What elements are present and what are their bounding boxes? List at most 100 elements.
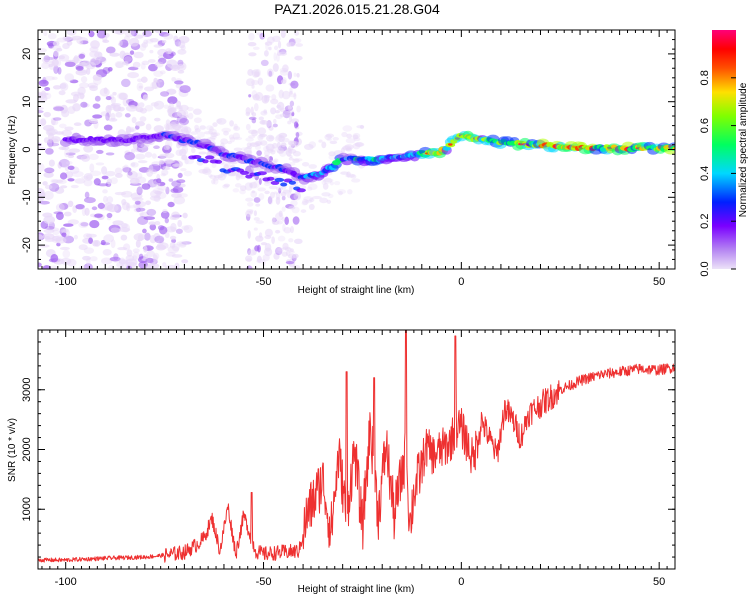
spectrogram-blob [177, 70, 185, 74]
spectrogram-blob [321, 141, 327, 149]
spectrogram-blob [105, 104, 112, 114]
spectrogram-blob [61, 146, 70, 151]
spectrogram-blob [210, 132, 218, 138]
spectrogram-blob [166, 143, 171, 151]
spectrogram-blob [289, 193, 299, 201]
spectrogram-blob [175, 105, 183, 110]
spectrogram-blob [92, 240, 99, 247]
spectrogram-blob [265, 42, 269, 51]
spectrogram-blob [122, 167, 132, 173]
spectrogram-blob [88, 153, 99, 161]
spectrogram-blob [38, 147, 47, 151]
spectrogram-blob [153, 125, 164, 133]
spectrogram-blob [118, 227, 131, 233]
spectrogram-blob [293, 238, 303, 244]
spectrogram-y-tick-label: 0 [21, 146, 33, 152]
spectrogram-blob [58, 123, 67, 129]
spectrogram-blob [135, 176, 147, 184]
spectrogram-blob [148, 63, 158, 72]
spectrogram-blob [92, 103, 101, 109]
snr-y-tick-label: 3000 [21, 378, 33, 402]
spectrogram-blob [42, 181, 48, 186]
spectrogram-blob [329, 181, 335, 186]
spectrogram-blob [154, 30, 164, 34]
colorbar-tick-label: 0.6 [699, 118, 711, 133]
spectrogram-blob [270, 191, 275, 199]
spectrogram-blob [288, 93, 297, 98]
spectrogram-blob [205, 125, 214, 131]
spectrogram-blob [144, 232, 151, 241]
spectrogram-blob [177, 49, 187, 55]
spectrogram-blob [45, 148, 54, 155]
spectrogram-blob [44, 235, 51, 240]
spectrogram-blob [233, 123, 238, 130]
spectrogram-blob [233, 136, 243, 141]
spectrogram-blob [288, 157, 294, 161]
spectrogram-blob [84, 191, 90, 199]
spectrogram-blob [188, 112, 194, 120]
spectrogram-blob [248, 94, 252, 98]
spectrogram-blob [266, 176, 275, 181]
spectrogram-blob [264, 190, 270, 195]
spectrogram-blob [53, 106, 65, 112]
spectrogram-blob [248, 52, 257, 57]
spectrogram-blob [153, 44, 163, 48]
spectrogram-blob [78, 53, 86, 59]
spectrogram-blob [170, 107, 177, 111]
spectrogram-blob [113, 253, 119, 261]
spectrogram-blob [301, 161, 310, 167]
spectrogram-blob [232, 132, 241, 140]
snr-series-line [38, 330, 675, 563]
spectrogram-blob [308, 203, 315, 210]
spectrogram-blob [38, 109, 44, 114]
spectrogram-blob [352, 134, 359, 140]
spectrogram-blob [290, 80, 299, 89]
spectrogram-blob [73, 234, 78, 240]
spectrogram-blob [105, 170, 116, 177]
spectrogram-blob [318, 139, 323, 143]
colorbar-tick-label: 0.0 [699, 261, 711, 276]
spectrogram-blob [143, 254, 149, 260]
spectrogram-blob [69, 79, 79, 84]
spectrogram-blob [135, 107, 144, 113]
spectrogram-blob [64, 126, 74, 131]
spectrogram-blob [326, 137, 333, 142]
spectrogram-blob [257, 134, 264, 141]
spectrogram-blob [202, 168, 212, 175]
spectrogram-blob [260, 140, 268, 146]
spectrogram-x-tick-label: -50 [256, 276, 272, 288]
spectrogram-blob [275, 109, 280, 114]
spectrogram-blob [180, 156, 188, 161]
spectrogram-blob [105, 152, 115, 156]
spectrogram-blob [59, 246, 70, 251]
spectrogram-blob [246, 78, 255, 87]
spectrogram-blob [166, 59, 178, 68]
spectrogram-blob [67, 106, 76, 115]
spectrogram-blob [287, 109, 295, 114]
spectrogram-blob [277, 235, 286, 242]
spectrogram-blob [251, 118, 257, 124]
spectrogram-blob [279, 113, 286, 118]
spectrogram-blob [64, 73, 75, 82]
spectrogram-blob [135, 172, 143, 180]
snr-x-tick-label: -50 [256, 576, 272, 588]
spectrogram-blob [165, 48, 173, 55]
spectrogram-blob [293, 72, 297, 77]
spectrogram-blob [105, 96, 112, 101]
spectrogram-blob [103, 234, 115, 243]
spectrogram-blob [184, 158, 195, 165]
spectrogram-blob [329, 140, 338, 145]
spectrogram-blob [43, 215, 56, 225]
spectrogram-blob [61, 129, 73, 137]
spectrogram-blob [115, 111, 123, 118]
spectrogram-blob [80, 154, 91, 162]
spectrogram-blob [233, 147, 243, 152]
spectrogram-blob [168, 178, 174, 182]
spectrogram-blob [290, 199, 298, 207]
spectrogram-blob [42, 56, 52, 64]
spectrogram-blob [111, 96, 116, 105]
spectrogram-blob [321, 192, 331, 197]
spectrogram-blob [110, 227, 120, 233]
spectrogram-blob [245, 137, 254, 142]
